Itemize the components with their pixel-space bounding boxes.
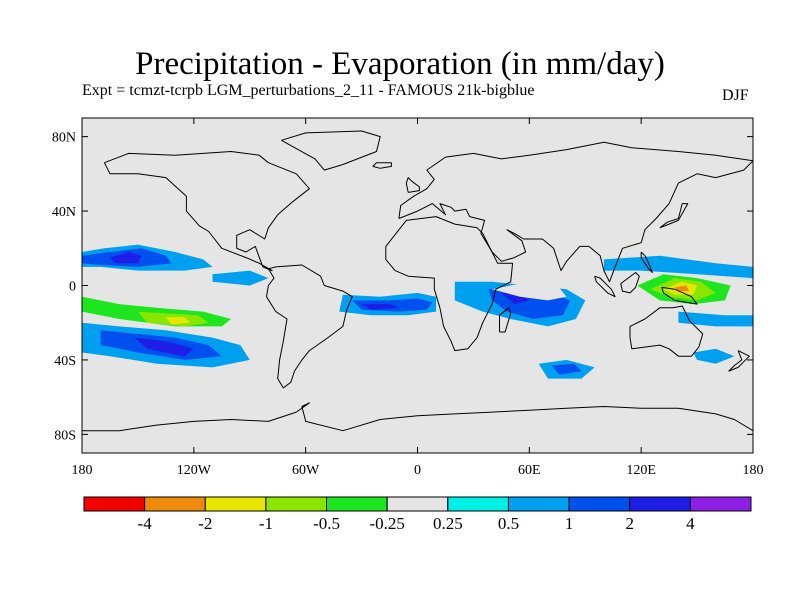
region-warm-pool-red xyxy=(674,285,690,292)
coastline-uk xyxy=(405,177,420,193)
coastline-philippines xyxy=(640,251,653,273)
colorbar-swatch xyxy=(386,496,449,512)
coastline-north-america xyxy=(103,151,310,272)
region-s-indian-core xyxy=(551,363,582,375)
coastline-madagascar xyxy=(499,307,512,333)
data-regions xyxy=(82,192,753,379)
colorbar-swatch xyxy=(83,496,146,512)
colorbar-label: 1 xyxy=(565,514,574,533)
coastline-eurasia xyxy=(398,141,753,283)
y-tick-label: 40S xyxy=(54,354,76,369)
colorbar-label: -2 xyxy=(198,514,212,533)
y-tick-label: 80S xyxy=(54,428,76,443)
region-equatorial-atlantic-center xyxy=(361,304,399,310)
x-axis: 180 120W 60W 0 60E 120E 180 xyxy=(72,118,764,478)
x-tick-label: 120W xyxy=(177,463,212,478)
coastline-australia xyxy=(629,305,704,357)
region-se-atlantic-green xyxy=(432,348,483,368)
colorbar-swatch xyxy=(265,496,328,512)
colorbar-label: 2 xyxy=(625,514,634,533)
region-sw-pacific-orange xyxy=(165,317,191,325)
x-tick-label: 0 xyxy=(414,463,421,478)
experiment-subtitle: Expt = tcmzt-tcrpb LGM_perturbations_2_1… xyxy=(82,82,535,99)
y-tick-label: 0 xyxy=(69,280,76,295)
region-n-atlantic-green xyxy=(277,192,343,234)
region-s-indian-green xyxy=(551,330,589,346)
colorbar-label: 4 xyxy=(686,514,695,533)
coastline-sumatra xyxy=(594,275,616,298)
region-w-pacific-north-band xyxy=(603,255,753,279)
coastlines xyxy=(82,130,753,432)
region-indian-green xyxy=(492,281,567,301)
coastline-new-guinea xyxy=(661,286,698,305)
coastline-borneo xyxy=(620,272,640,294)
colorbar-swatch xyxy=(689,496,752,512)
coastline-japan xyxy=(659,203,689,229)
coastline-africa xyxy=(385,216,514,352)
region-tasman-blue xyxy=(693,348,735,364)
region-s-atlantic-green xyxy=(352,322,418,338)
colorbar-swatch xyxy=(326,496,388,512)
y-tick-label: 40N xyxy=(52,205,76,220)
colorbar-swatch xyxy=(629,496,691,512)
y-tick-label: 80N xyxy=(52,131,76,146)
colorbar-label: -4 xyxy=(138,514,153,533)
colorbar-swatch xyxy=(568,496,631,512)
x-tick-label: 60W xyxy=(292,463,320,478)
season-label: DJF xyxy=(722,87,749,104)
coastline-iceland xyxy=(372,162,392,169)
coastline-greenland xyxy=(281,130,381,171)
region-nw-africa-green xyxy=(328,266,362,279)
region-n-pacific-green xyxy=(128,201,166,223)
colorbar-label: -0.5 xyxy=(313,514,340,533)
colorbar: -4 -2 -1 -0.5 -0.25 0.25 0.5 1 2 4 xyxy=(83,496,752,533)
coastline-new-zealand xyxy=(728,350,750,372)
x-tick-label: 120E xyxy=(626,463,656,478)
map-title: Precipitation - Evaporation (in mm/day) xyxy=(135,46,665,82)
region-n-pacific-center xyxy=(110,252,142,264)
colorbar-label: 0.25 xyxy=(433,514,463,533)
colorbar-swatch xyxy=(507,496,570,512)
region-sw-pacific-south-band xyxy=(678,311,753,327)
colorbar-swatch xyxy=(447,496,509,512)
region-nw-pacific-green xyxy=(637,222,664,241)
x-tick-label: 180 xyxy=(743,463,764,478)
region-s-pacific-center xyxy=(134,337,194,357)
coastline-south-america xyxy=(266,264,353,389)
y-axis: 80N 40N 0 40S 80S xyxy=(52,131,753,443)
colorbar-label: -0.25 xyxy=(369,514,404,533)
colorbar-swatch xyxy=(144,496,206,512)
colorbar-swatch xyxy=(204,496,267,512)
region-w-indian-green xyxy=(445,322,489,349)
colorbar-label: 0.5 xyxy=(498,514,519,533)
x-tick-label: 180 xyxy=(72,463,93,478)
colorbar-label: -1 xyxy=(259,514,273,533)
coastline-antarctica xyxy=(82,402,753,432)
x-tick-label: 60E xyxy=(518,463,541,478)
region-e-pacific-blue xyxy=(212,270,269,286)
